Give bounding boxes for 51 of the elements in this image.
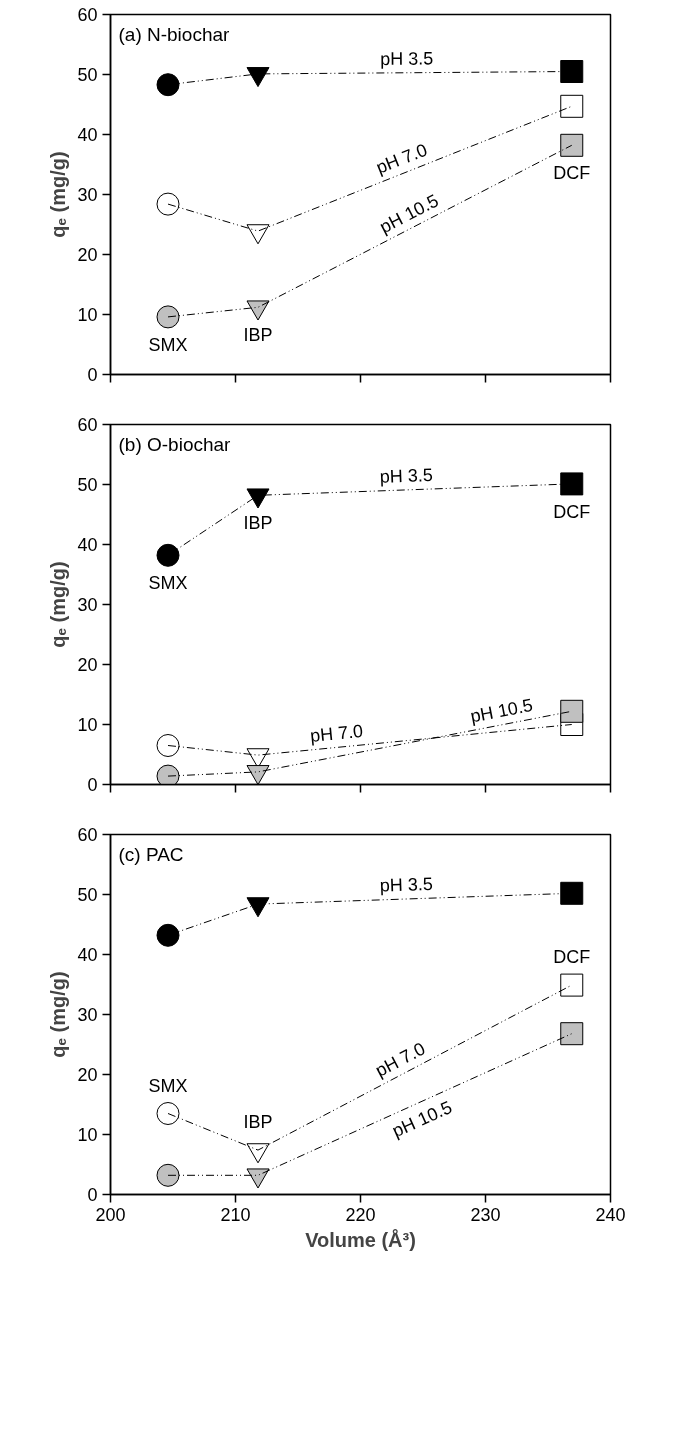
annotation: (b) O-biochar <box>118 433 232 455</box>
annotation: (a) N-biochar <box>118 23 231 45</box>
annotation: pH 10.5 <box>468 694 535 727</box>
y-tick-label: 10 <box>77 1125 98 1145</box>
y-tick-label: 30 <box>77 595 98 615</box>
y-tick-label: 50 <box>77 475 98 495</box>
y-tick-label: 30 <box>77 1005 98 1025</box>
y-tick-label: 40 <box>77 125 98 145</box>
annotation: SMX <box>148 573 188 594</box>
y-tick-label: 60 <box>77 415 98 435</box>
y-axis-title: qₑ (mg/g) <box>47 561 70 648</box>
annotation: DCF <box>553 163 591 184</box>
y-tick-label: 0 <box>87 365 98 385</box>
x-tick-label: 200 <box>95 1204 126 1225</box>
y-axis-title: qₑ (mg/g) <box>47 151 70 238</box>
annotation: IBP <box>243 325 273 346</box>
annotation: pH 10.5 <box>376 190 442 238</box>
annotation: pH 10.5 <box>389 1097 455 1142</box>
annotation: pH 7.0 <box>309 720 364 746</box>
x-tick-label: 220 <box>345 1204 376 1225</box>
y-tick-label: 20 <box>77 655 98 675</box>
annotation: IBP <box>243 513 273 534</box>
y-tick-label: 50 <box>77 65 98 85</box>
annotation: SMX <box>148 1075 188 1096</box>
x-tick-label: 210 <box>220 1204 251 1225</box>
annotation: IBP <box>243 1112 273 1133</box>
y-axis-title: qₑ (mg/g) <box>47 971 70 1058</box>
annotation: SMX <box>148 334 188 355</box>
annotation: pH 7.0 <box>373 139 430 178</box>
x-tick-label: 230 <box>470 1204 501 1225</box>
annotation: DCF <box>553 501 591 522</box>
y-tick-label: 60 <box>77 5 98 25</box>
y-tick-label: 10 <box>77 715 98 735</box>
y-tick-label: 20 <box>77 245 98 265</box>
y-tick-label: 0 <box>87 1185 98 1205</box>
annotation: pH 3.5 <box>379 873 434 896</box>
annotation: DCF <box>553 947 591 968</box>
y-tick-label: 20 <box>77 1065 98 1085</box>
y-tick-label: 40 <box>77 535 98 555</box>
y-tick-label: 40 <box>77 945 98 965</box>
y-tick-label: 10 <box>77 305 98 325</box>
y-tick-label: 60 <box>77 825 98 845</box>
x-axis-title: Volume (Å³) <box>305 1227 416 1251</box>
y-tick-label: 0 <box>87 775 98 795</box>
x-tick-label: 240 <box>595 1204 626 1225</box>
annotation: pH 7.0 <box>372 1038 429 1081</box>
annotation: (c) PAC <box>118 843 184 865</box>
y-tick-label: 30 <box>77 185 98 205</box>
annotation: pH 3.5 <box>379 464 434 487</box>
y-tick-label: 50 <box>77 885 98 905</box>
annotation: pH 3.5 <box>380 48 434 69</box>
